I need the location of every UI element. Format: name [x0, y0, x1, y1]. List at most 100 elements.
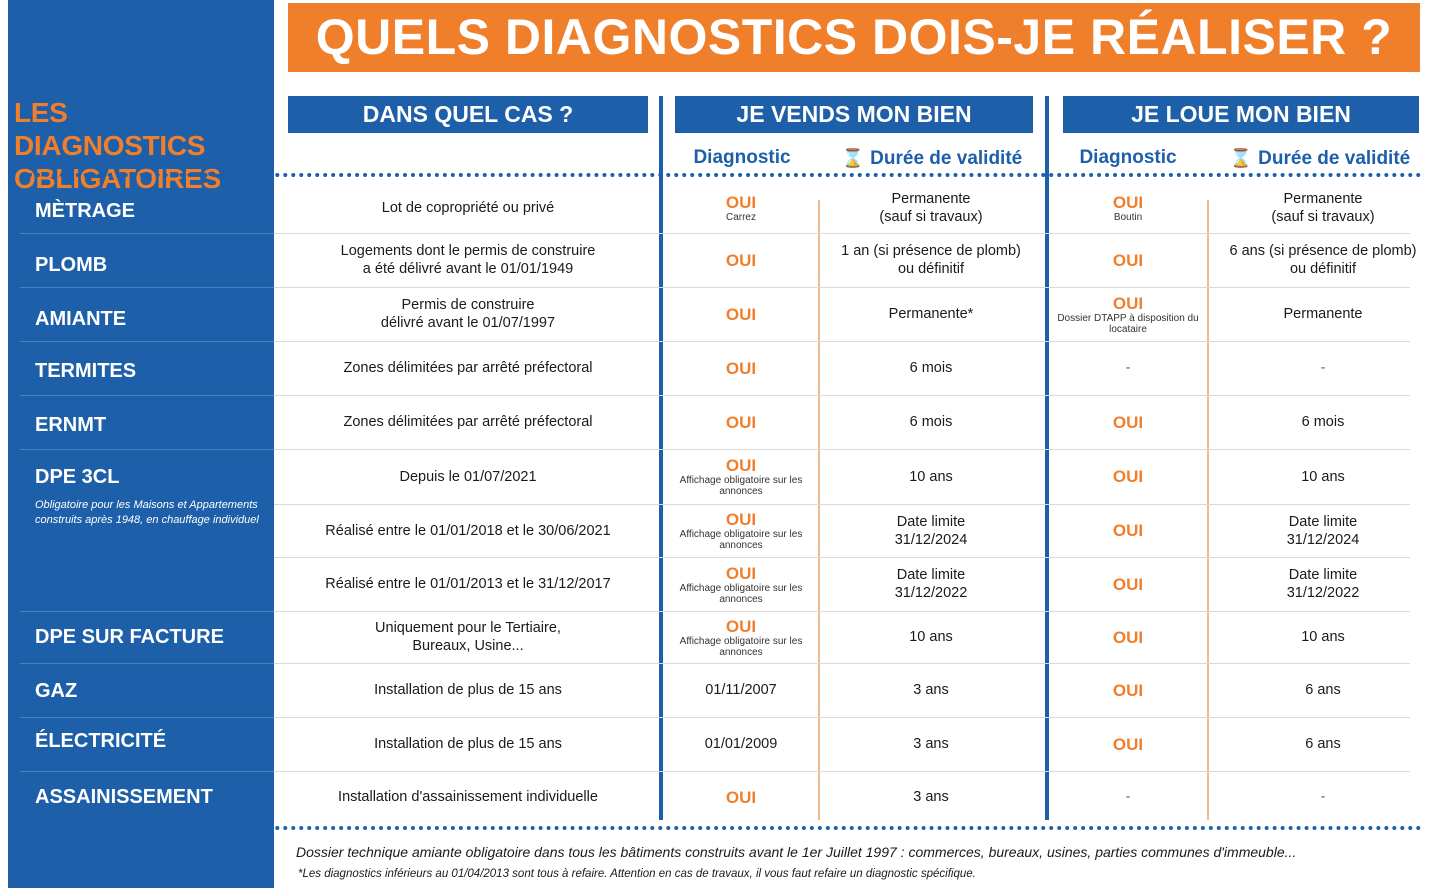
rent-validity-line1: 6 ans — [1305, 682, 1341, 698]
sidebar-title-line1: LES DIAGNOSTICS — [14, 97, 206, 161]
sell-validity-line1: Date limite — [896, 567, 966, 583]
rent-validity-line2: 31/12/2022 — [1286, 585, 1360, 601]
sell-validity-cell: 10 ans — [822, 611, 1040, 663]
subhead-rent-validity-label: Durée de validité — [1258, 148, 1411, 169]
row-separator — [274, 233, 1410, 234]
rent-validity-cell: - — [1211, 341, 1435, 395]
sell-diagnostic-value: OUI — [725, 304, 757, 324]
rent-validity-cell: 10 ans — [1211, 611, 1435, 663]
case-cell: Réalisé entre le 01/01/2018 et le 30/06/… — [282, 504, 654, 557]
row-label: ERNMT — [35, 414, 107, 436]
footer-main-note: Dossier technique amiante obligatoire da… — [296, 844, 1297, 860]
row-separator — [274, 717, 1410, 718]
case-text-line2: délivré avant le 01/07/1997 — [380, 315, 556, 331]
row-label: AMIANTE — [35, 308, 127, 330]
sell-diagnostic-cell: OUI Carrez — [664, 183, 818, 233]
sidebar-title-line2: OBLIGATOIRES — [14, 163, 221, 194]
case-text-line2: Bureaux, Usine... — [412, 638, 524, 654]
rent-diagnostic-cell: OUI — [1050, 557, 1206, 611]
sell-validity-line1: Permanente — [891, 191, 971, 207]
dpe-note: Obligatoire pour les Maisons et Appartem… — [35, 499, 259, 526]
case-text-line1: Réalisé entre le 01/01/2013 et le 31/12/… — [325, 576, 611, 592]
sell-diagnostic-cell: OUI — [664, 341, 818, 395]
rent-diagnostic-cell: OUI — [1050, 395, 1206, 449]
rent-validity-line1: - — [1320, 360, 1326, 376]
sell-validity-cell: 6 mois — [822, 395, 1040, 449]
sell-validity-cell: 6 mois — [822, 341, 1040, 395]
rent-diagnostic-value: OUI — [1112, 250, 1144, 270]
footer-asterisk-note: *Les diagnostics inférieurs au 01/04/201… — [298, 868, 976, 880]
sell-validity-line1: 3 ans — [913, 682, 949, 698]
row-separator-sidebar — [20, 287, 274, 288]
sell-validity-line1: 1 an (si présence de plomb) — [841, 243, 1021, 259]
case-text-line1: Installation d'assainissement individuel… — [338, 789, 598, 805]
sell-diagnostic-cell: OUI — [664, 233, 818, 287]
sell-diagnostic-value: OUI — [725, 616, 757, 636]
row-separator — [274, 771, 1410, 772]
row-separator-sidebar — [20, 717, 274, 718]
rent-validity-cell: 6 ans — [1211, 717, 1435, 771]
case-text-line1: Permis de construire — [401, 297, 535, 313]
sell-validity-cell: 10 ans — [822, 449, 1040, 504]
sell-diagnostic-value: OUI — [725, 412, 757, 432]
sell-validity-cell: 3 ans — [822, 771, 1040, 823]
header-case: DANS QUEL CAS ? — [288, 96, 648, 133]
sell-diagnostic-value: 01/11/2007 — [705, 682, 777, 698]
row-label: DPE SUR FACTURE — [35, 626, 224, 648]
rent-diagnostic-cell: OUI Boutin — [1050, 183, 1206, 233]
case-text-line1: Installation de plus de 15 ans — [374, 682, 562, 698]
sell-diagnostic-cell: OUI — [664, 287, 818, 341]
sell-diagnostic-value: OUI — [725, 563, 757, 583]
row-separator — [274, 287, 1410, 288]
case-text-line2: a été délivré avant le 01/01/1949 — [362, 261, 574, 277]
row-separator — [274, 395, 1410, 396]
sell-diagnostic-value: OUI — [725, 510, 757, 529]
row-separator — [274, 663, 1410, 664]
rent-validity-line1: 6 mois — [1301, 414, 1345, 430]
sell-diagnostic-note: Carrez — [725, 212, 756, 223]
sell-validity-cell: Date limite 31/12/2024 — [822, 504, 1040, 557]
sell-diagnostic-note: Affichage obligatoire sur les annonces — [679, 635, 803, 658]
divider-sell-rent — [1045, 96, 1049, 820]
case-cell: Zones délimitées par arrêté préfectoral — [282, 341, 654, 395]
sell-validity-line1: Permanente* — [888, 306, 974, 322]
sell-diagnostic-value: OUI — [725, 787, 757, 807]
sell-diagnostic-value: 01/01/2009 — [704, 736, 778, 752]
divider-case-sell — [659, 96, 663, 820]
sell-validity-cell: 3 ans — [822, 717, 1040, 771]
sell-validity-cell: 3 ans — [822, 663, 1040, 717]
rent-validity-line1: Permanente — [1283, 306, 1363, 322]
sell-diagnostic-cell: 01/11/2007 — [664, 663, 818, 717]
sidebar-title: LES DIAGNOSTICS OBLIGATOIRES — [14, 96, 264, 195]
case-cell: Installation d'assainissement individuel… — [282, 771, 654, 823]
case-cell: Installation de plus de 15 ans — [282, 717, 654, 771]
sell-validity-line1: Date limite — [896, 513, 966, 530]
sell-diagnostic-cell: OUI Affichage obligatoire sur les annonce… — [664, 557, 818, 611]
divider-sell-inner — [818, 200, 820, 820]
row-separator-sidebar — [20, 395, 274, 396]
subhead-sell-validity: ⌛ Durée de validité — [822, 145, 1042, 171]
rent-validity-line1: 6 ans — [1305, 736, 1341, 752]
rent-diagnostic-cell: OUI Dossier DTAPP à disposition du locata… — [1050, 287, 1206, 341]
row-label: MÈTRAGE — [35, 200, 135, 222]
row-label: PLOMB — [35, 254, 108, 276]
rent-diagnostic-value: OUI — [1112, 574, 1144, 594]
case-cell: Zones délimitées par arrêté préfectoral — [282, 395, 654, 449]
case-cell: Lot de copropriété ou privé — [282, 183, 654, 233]
rent-diagnostic-cell: - — [1050, 341, 1206, 395]
rent-validity-cell: 6 ans — [1211, 663, 1435, 717]
case-text-line1: Lot de copropriété ou privé — [381, 200, 555, 216]
row-label: TERMITES — [35, 360, 137, 382]
row-separator — [274, 341, 1410, 342]
rent-validity-line2: 31/12/2024 — [1286, 531, 1360, 548]
row-separator-sidebar — [20, 449, 274, 450]
sell-validity-line2: ou définitif — [897, 261, 965, 277]
rent-validity-cell: 6 ans (si présence de plomb) ou définitif — [1211, 233, 1435, 287]
hourglass-icon: ⌛ — [841, 148, 865, 168]
sell-diagnostic-cell: OUI Affichage obligatoire sur les annonce… — [664, 611, 818, 663]
rent-validity-line1: Date limite — [1288, 513, 1358, 530]
sell-diagnostic-cell: OUI — [664, 771, 818, 823]
case-text-line1: Depuis le 01/07/2021 — [399, 468, 537, 485]
rent-validity-line2: (sauf si travaux) — [1271, 209, 1375, 225]
rent-validity-line1: - — [1320, 789, 1326, 805]
